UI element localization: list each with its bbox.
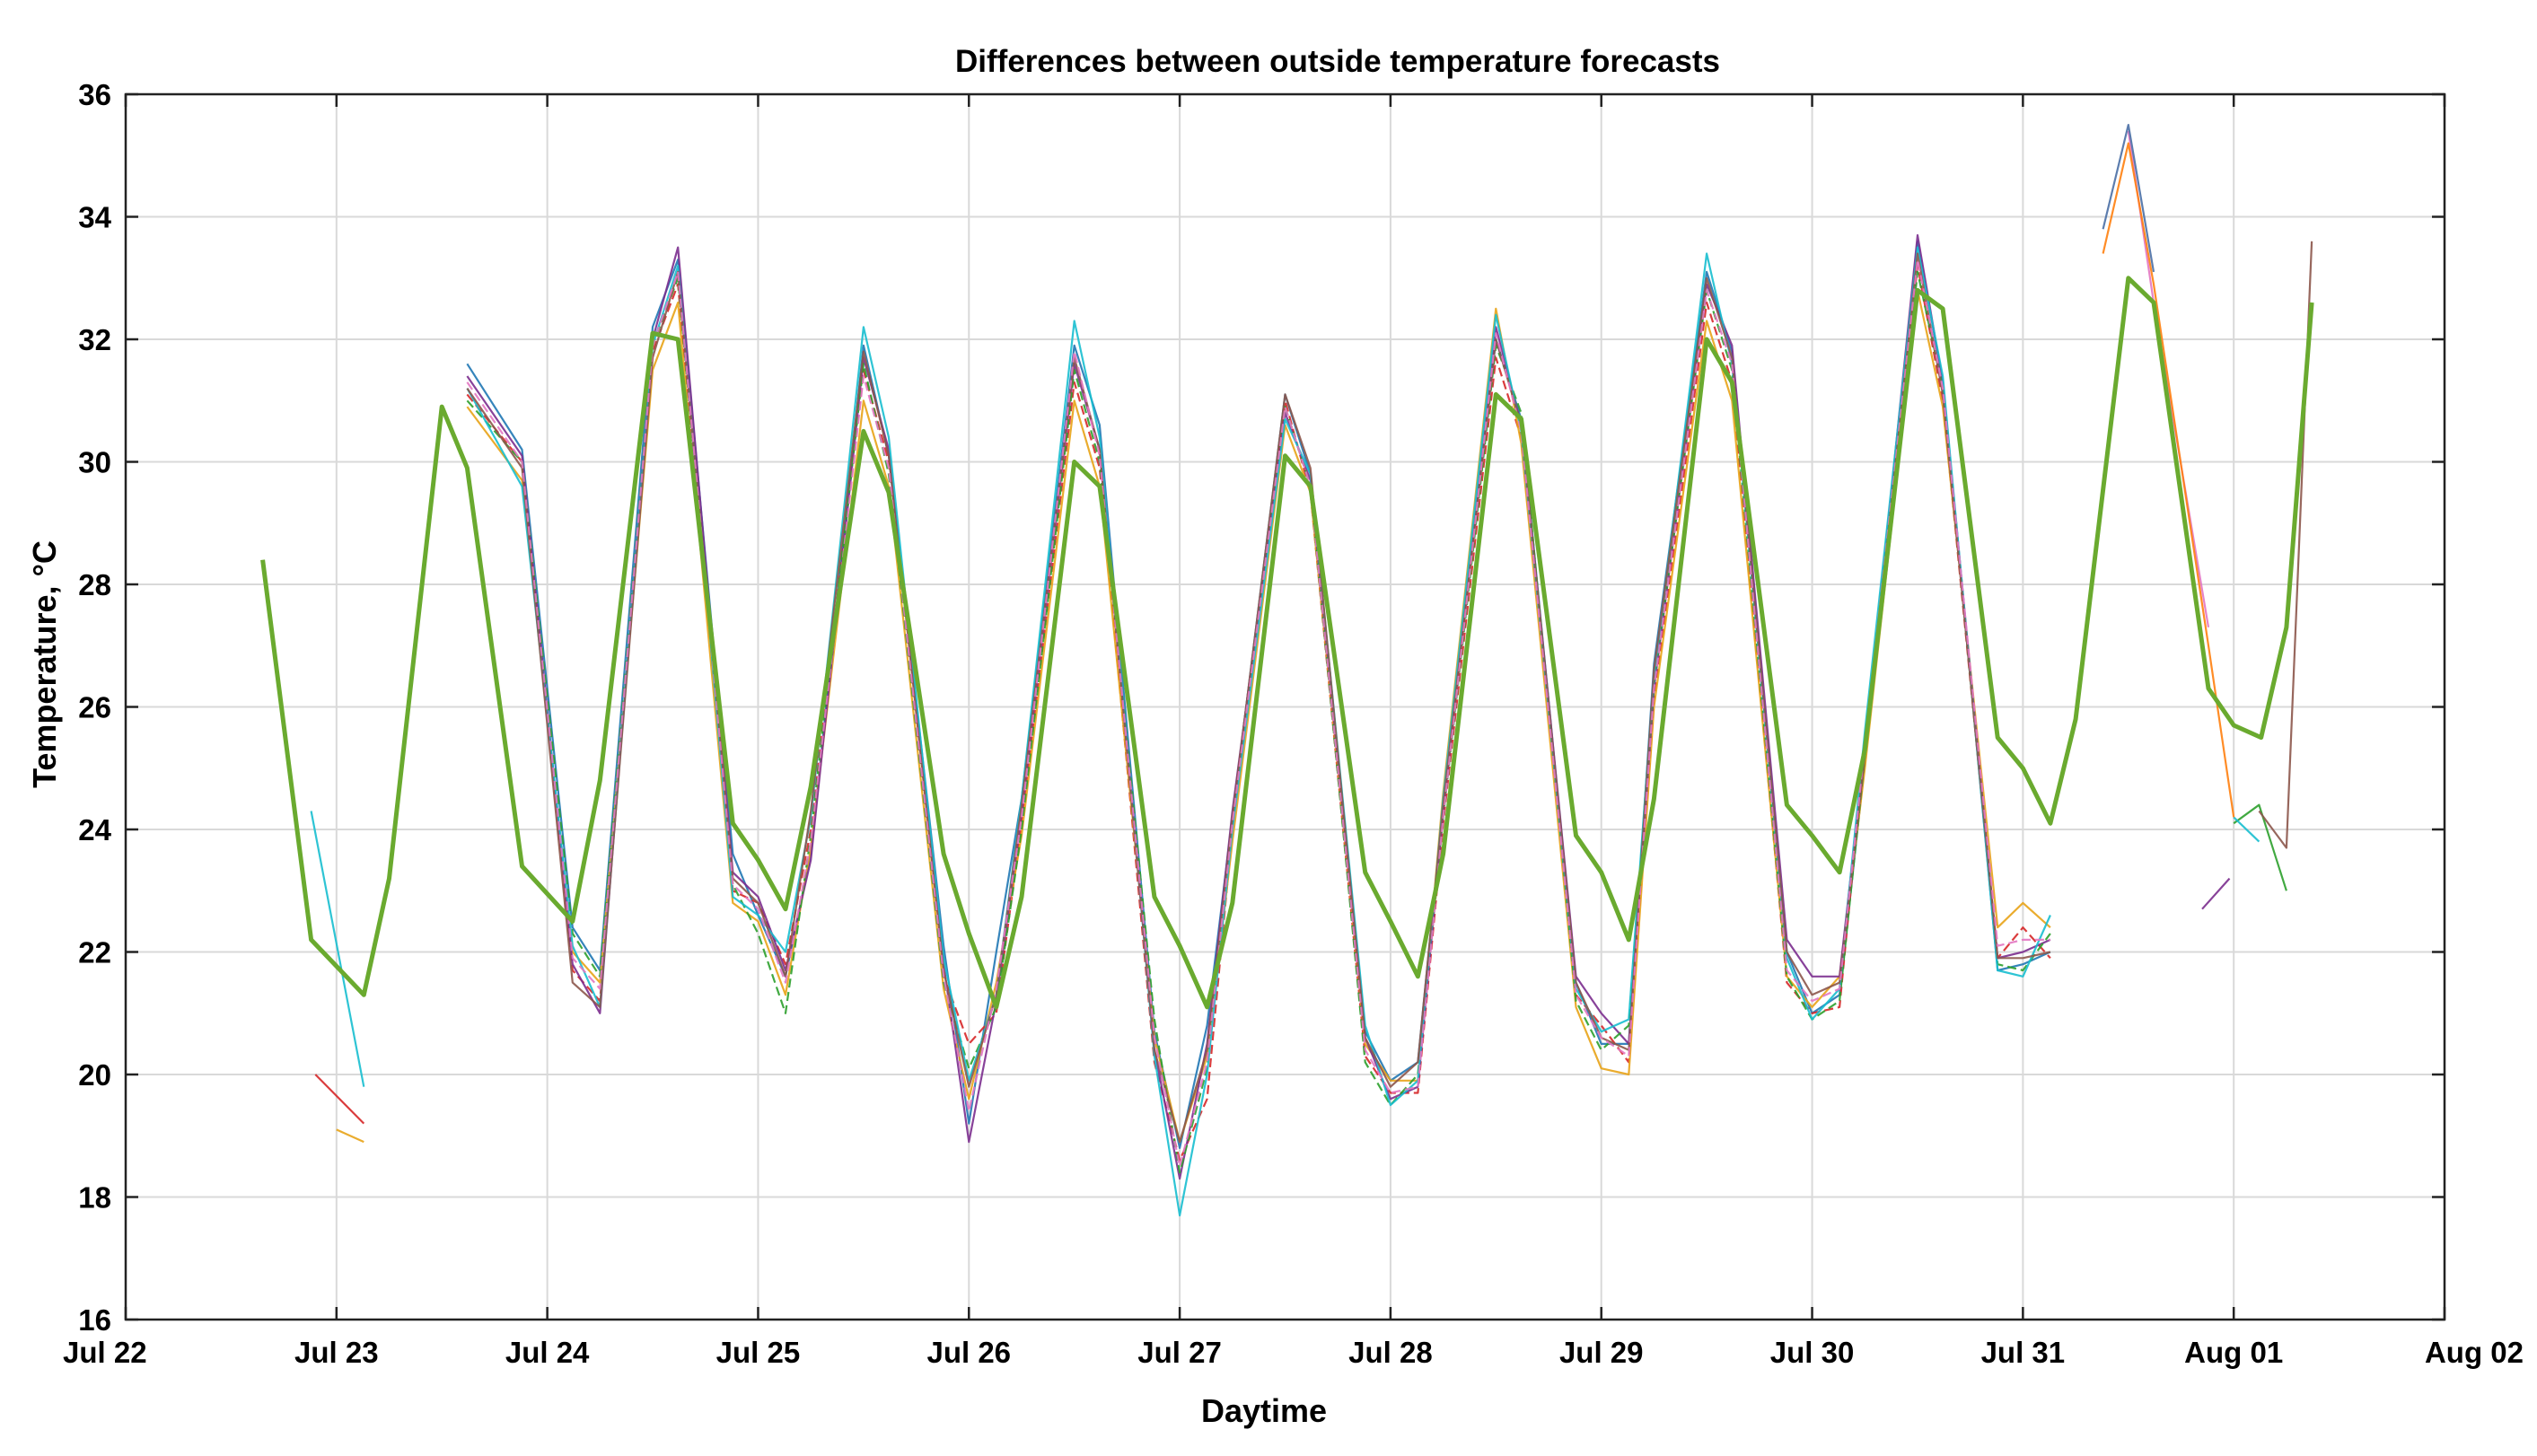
forecast-series-line	[466, 270, 2051, 1174]
x-tick-label: Jul 22	[63, 1336, 147, 1369]
forecast-series-group	[310, 124, 2313, 1217]
forecast-series-line	[466, 252, 2051, 1144]
y-tick-label: 20	[78, 1058, 111, 1092]
x-tick-label: Jul 26	[926, 1336, 1011, 1369]
axis-ticks: Jul 22 Jul 23 Jul 24 Jul 25 Jul 26 Jul 27 Jul …	[63, 78, 2524, 1369]
forecast-series-segment	[2233, 803, 2287, 891]
x-tick-label: Jul 23	[294, 1336, 379, 1369]
y-tick-label: 30	[78, 446, 111, 479]
y-tick-label: 32	[78, 323, 111, 356]
chart-title: Differences between outside temperature …	[955, 44, 1720, 79]
x-tick-label: Jul 28	[1348, 1336, 1433, 1369]
x-tick-label: Aug 02	[2425, 1336, 2524, 1369]
x-tick-label: Jul 27	[1137, 1336, 1222, 1369]
y-axis-label: Temperature, °C	[26, 540, 63, 788]
y-tick-label: 28	[78, 568, 111, 601]
y-tick-label: 36	[78, 78, 111, 111]
x-tick-label: Jul 25	[716, 1336, 801, 1369]
y-tick-label: 24	[78, 813, 111, 846]
forecast-series-line	[466, 259, 2050, 1168]
y-tick-label: 16	[78, 1303, 111, 1337]
forecast-series-segment	[2258, 241, 2313, 849]
y-tick-label: 22	[78, 936, 111, 969]
observed-series-group	[260, 276, 2314, 1010]
observed-temperature-line	[260, 276, 2314, 1010]
forecast-series-segment	[2233, 816, 2260, 843]
forecast-series-segment	[314, 1074, 365, 1125]
forecast-series-segment	[2201, 877, 2231, 910]
y-tick-label: 18	[78, 1181, 111, 1215]
x-tick-label: Jul 24	[505, 1336, 590, 1369]
y-tick-label: 34	[78, 201, 111, 234]
y-tick-label: 26	[78, 691, 111, 724]
x-axis-label: Daytime	[1201, 1392, 1327, 1429]
x-tick-label: Jul 29	[1559, 1336, 1644, 1369]
x-tick-label: Aug 01	[2184, 1336, 2283, 1369]
forecast-series-segment	[336, 1128, 364, 1144]
forecast-series-segment	[2102, 124, 2155, 273]
x-tick-label: Jul 31	[1981, 1336, 2066, 1369]
x-tick-label: Jul 30	[1770, 1336, 1855, 1369]
